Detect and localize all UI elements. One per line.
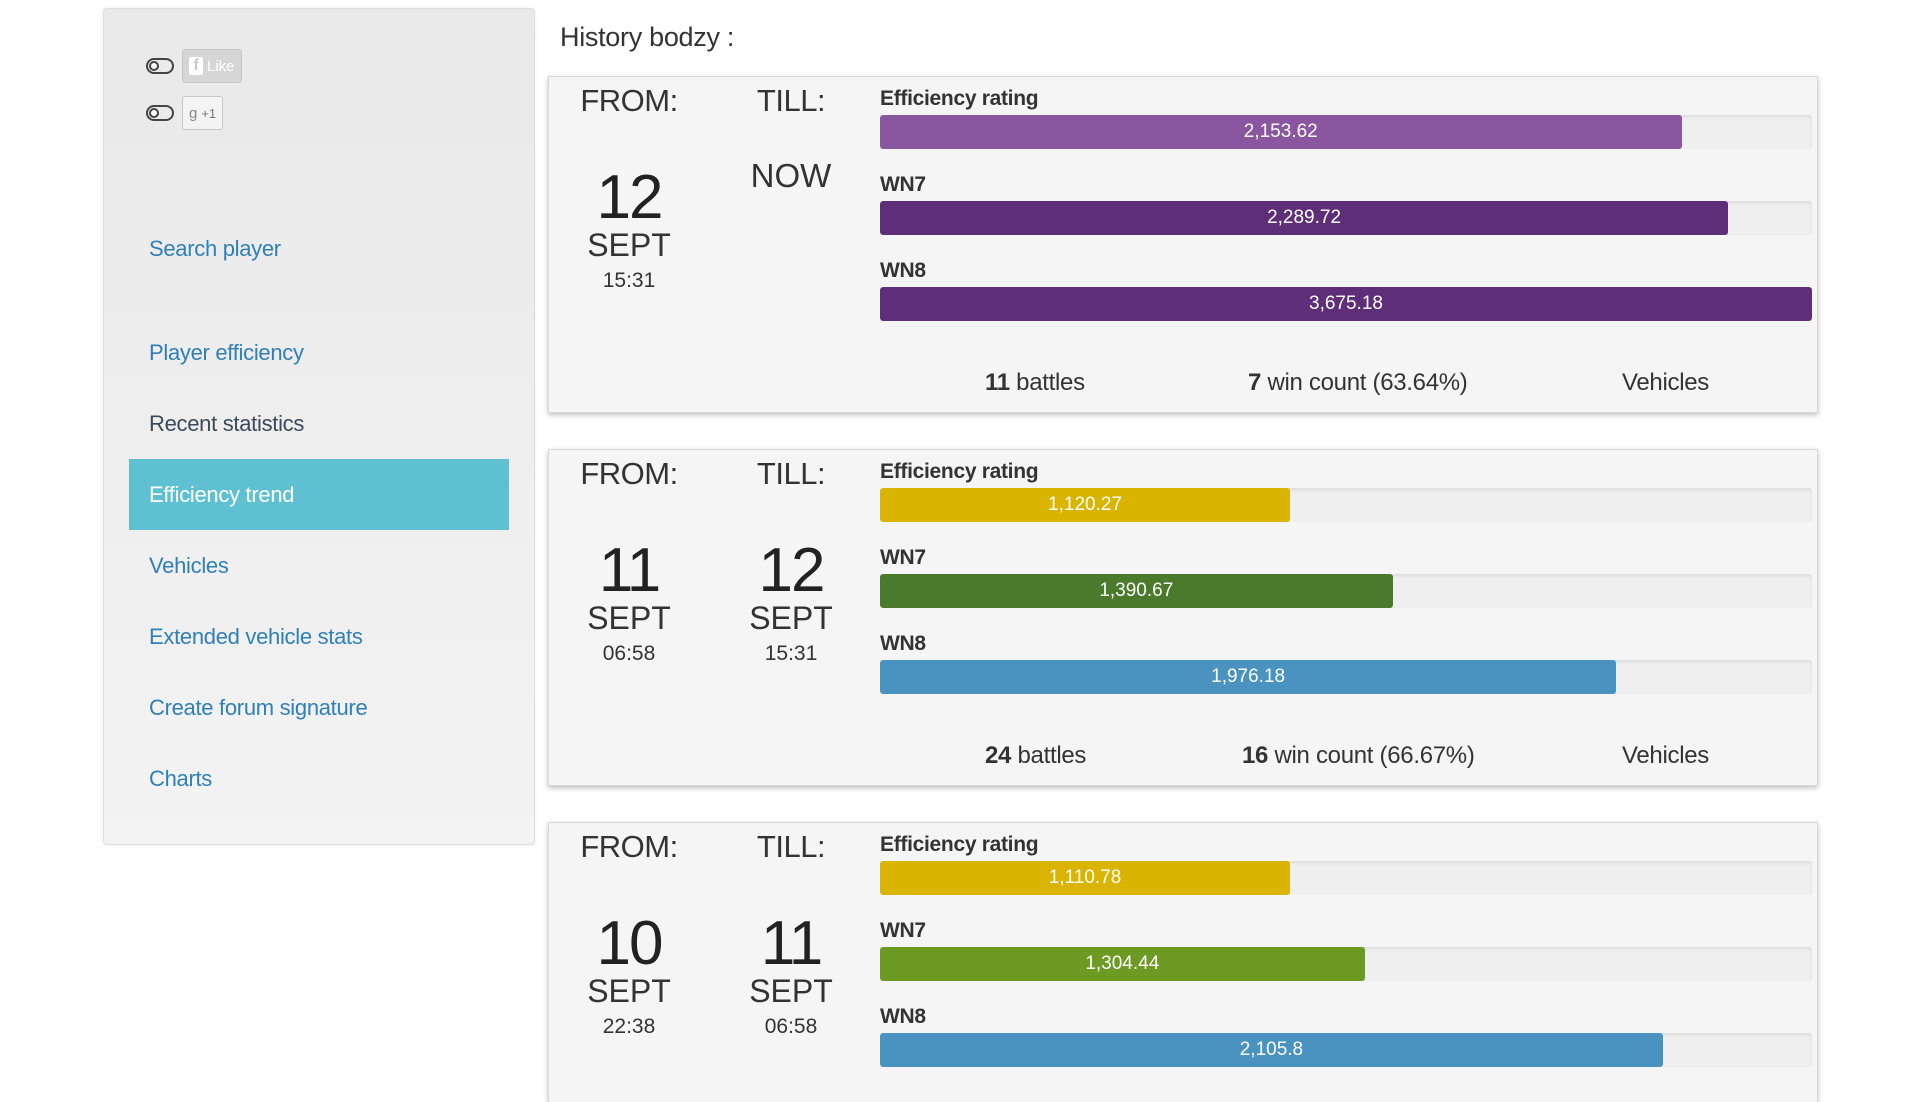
metric-efficiency-rating: Efficiency rating 1,110.78 bbox=[880, 833, 1812, 895]
from-label: FROM: bbox=[580, 829, 678, 864]
nav-vehicles[interactable]: Vehicles bbox=[149, 552, 229, 578]
till-now: NOW bbox=[750, 157, 832, 194]
metric-label: WN8 bbox=[880, 632, 926, 655]
google-plus-toggle[interactable] bbox=[146, 105, 174, 121]
battles-number: 11 bbox=[985, 369, 1010, 396]
from-month: SEPT bbox=[587, 973, 671, 1009]
toggle-knob bbox=[149, 61, 159, 71]
progress-fill: 1,976.18 bbox=[880, 660, 1617, 694]
nav-extended-vehicle-stats[interactable]: Extended vehicle stats bbox=[149, 623, 363, 649]
win-count: 16 win count (66.67%) bbox=[1242, 742, 1475, 770]
wins-label: win count (63.64%) bbox=[1267, 369, 1468, 396]
progress-track: 1,390.67 bbox=[880, 574, 1812, 608]
google-icon: g bbox=[189, 104, 198, 122]
nav-recent-statistics[interactable]: Recent statistics bbox=[149, 410, 305, 436]
facebook-toggle[interactable] bbox=[146, 58, 174, 74]
progress-track: 2,289.72 bbox=[880, 201, 1812, 235]
metric-wn8: WN8 3,675.18 bbox=[880, 259, 1812, 321]
progress-track: 1,304.44 bbox=[880, 947, 1812, 981]
toggle-knob bbox=[149, 108, 159, 118]
google-plus-row: g +1 bbox=[146, 96, 224, 130]
battles-count: 11 battles bbox=[985, 369, 1085, 397]
progress-fill: 2,289.72 bbox=[880, 201, 1729, 235]
metric-label: WN7 bbox=[880, 173, 926, 196]
till-time: 06:58 bbox=[764, 1015, 818, 1038]
nav-charts[interactable]: Charts bbox=[149, 765, 212, 791]
nav-search-player[interactable]: Search player bbox=[149, 235, 281, 261]
history-card: FROM: 10 SEPT 22:38 TILL: 11 SEPT 06:58 … bbox=[548, 822, 1818, 1102]
progress-fill: 3,675.18 bbox=[880, 287, 1812, 321]
metric-wn8: WN8 1,976.18 bbox=[880, 632, 1812, 694]
vehicles-link[interactable]: Vehicles bbox=[1622, 742, 1709, 769]
page-title: History bodzy : bbox=[560, 22, 735, 52]
win-count: 7 win count (63.64%) bbox=[1248, 369, 1468, 397]
progress-fill: 1,304.44 bbox=[880, 947, 1365, 981]
facebook-like-row: f Like bbox=[146, 49, 242, 83]
battles-label: battles bbox=[1017, 742, 1087, 769]
till-label: TILL: bbox=[756, 829, 826, 864]
metric-label: WN8 bbox=[880, 1005, 926, 1028]
progress-track: 1,120.27 bbox=[880, 488, 1812, 522]
progress-track: 1,110.78 bbox=[880, 861, 1812, 895]
nav-efficiency-trend[interactable]: Efficiency trend bbox=[129, 459, 509, 530]
till-day: 11 bbox=[760, 909, 823, 978]
nav-create-forum-signature[interactable]: Create forum signature bbox=[149, 694, 368, 720]
plus-one-label: +1 bbox=[201, 105, 217, 121]
battles-number: 24 bbox=[985, 742, 1012, 769]
from-time: 22:38 bbox=[602, 1015, 656, 1038]
progress-fill: 1,390.67 bbox=[880, 574, 1393, 608]
progress-track: 2,105.8 bbox=[880, 1033, 1812, 1067]
wins-number: 16 bbox=[1242, 742, 1269, 769]
facebook-icon: f bbox=[189, 57, 203, 75]
till-label: TILL: bbox=[756, 456, 826, 491]
battles-count: 24 battles bbox=[985, 742, 1086, 770]
metric-wn8: WN8 2,105.8 bbox=[880, 1005, 1812, 1067]
metric-wn7: WN7 1,390.67 bbox=[880, 546, 1812, 608]
progress-track: 3,675.18 bbox=[880, 287, 1812, 321]
wins-label: win count (66.67%) bbox=[1274, 742, 1475, 769]
progress-fill: 1,110.78 bbox=[880, 861, 1291, 895]
till-month: SEPT bbox=[749, 973, 833, 1009]
metric-efficiency-rating: Efficiency rating 1,120.27 bbox=[880, 460, 1812, 522]
metric-label: WN7 bbox=[880, 546, 926, 569]
metric-efficiency-rating: Efficiency rating 2,153.62 bbox=[880, 87, 1812, 149]
from-day: 10 bbox=[596, 909, 664, 978]
metric-wn7: WN7 1,304.44 bbox=[880, 919, 1812, 981]
metric-label: Efficiency rating bbox=[880, 833, 1039, 856]
metric-label: Efficiency rating bbox=[880, 460, 1039, 483]
till-time: 15:31 bbox=[764, 642, 818, 665]
metric-wn7: WN7 2,289.72 bbox=[880, 173, 1812, 235]
progress-track: 2,153.62 bbox=[880, 115, 1812, 149]
like-label: Like bbox=[207, 57, 235, 75]
google-plus-button[interactable]: g +1 bbox=[182, 96, 224, 130]
metric-label: Efficiency rating bbox=[880, 87, 1039, 110]
progress-fill: 2,153.62 bbox=[880, 115, 1682, 149]
history-card: FROM: 11 SEPT 06:58 TILL: 12 SEPT 15:31 … bbox=[548, 449, 1818, 786]
till-month: SEPT bbox=[749, 600, 833, 636]
sidebar: f Like g +1 Search player Player efficie… bbox=[103, 8, 535, 845]
from-time: 06:58 bbox=[602, 642, 656, 665]
from-label: FROM: bbox=[580, 456, 678, 491]
from-time: 15:31 bbox=[602, 269, 656, 292]
nav-player-efficiency[interactable]: Player efficiency bbox=[149, 339, 304, 365]
facebook-like-button[interactable]: f Like bbox=[182, 49, 242, 83]
till-day: 12 bbox=[758, 536, 826, 605]
metric-label: WN7 bbox=[880, 919, 926, 942]
from-label: FROM: bbox=[580, 83, 678, 118]
vehicles-link[interactable]: Vehicles bbox=[1622, 369, 1709, 396]
wins-number: 7 bbox=[1248, 369, 1262, 396]
from-day: 11 bbox=[598, 536, 661, 605]
metric-label: WN8 bbox=[880, 259, 926, 282]
history-card: FROM: 12 SEPT 15:31 TILL: NOW Efficiency… bbox=[548, 76, 1818, 413]
progress-fill: 2,105.8 bbox=[880, 1033, 1663, 1067]
progress-track: 1,976.18 bbox=[880, 660, 1812, 694]
battles-label: battles bbox=[1016, 369, 1085, 396]
till-label: TILL: bbox=[756, 83, 826, 118]
from-day: 12 bbox=[596, 163, 664, 232]
from-month: SEPT bbox=[587, 227, 671, 263]
from-month: SEPT bbox=[587, 600, 671, 636]
progress-fill: 1,120.27 bbox=[880, 488, 1291, 522]
